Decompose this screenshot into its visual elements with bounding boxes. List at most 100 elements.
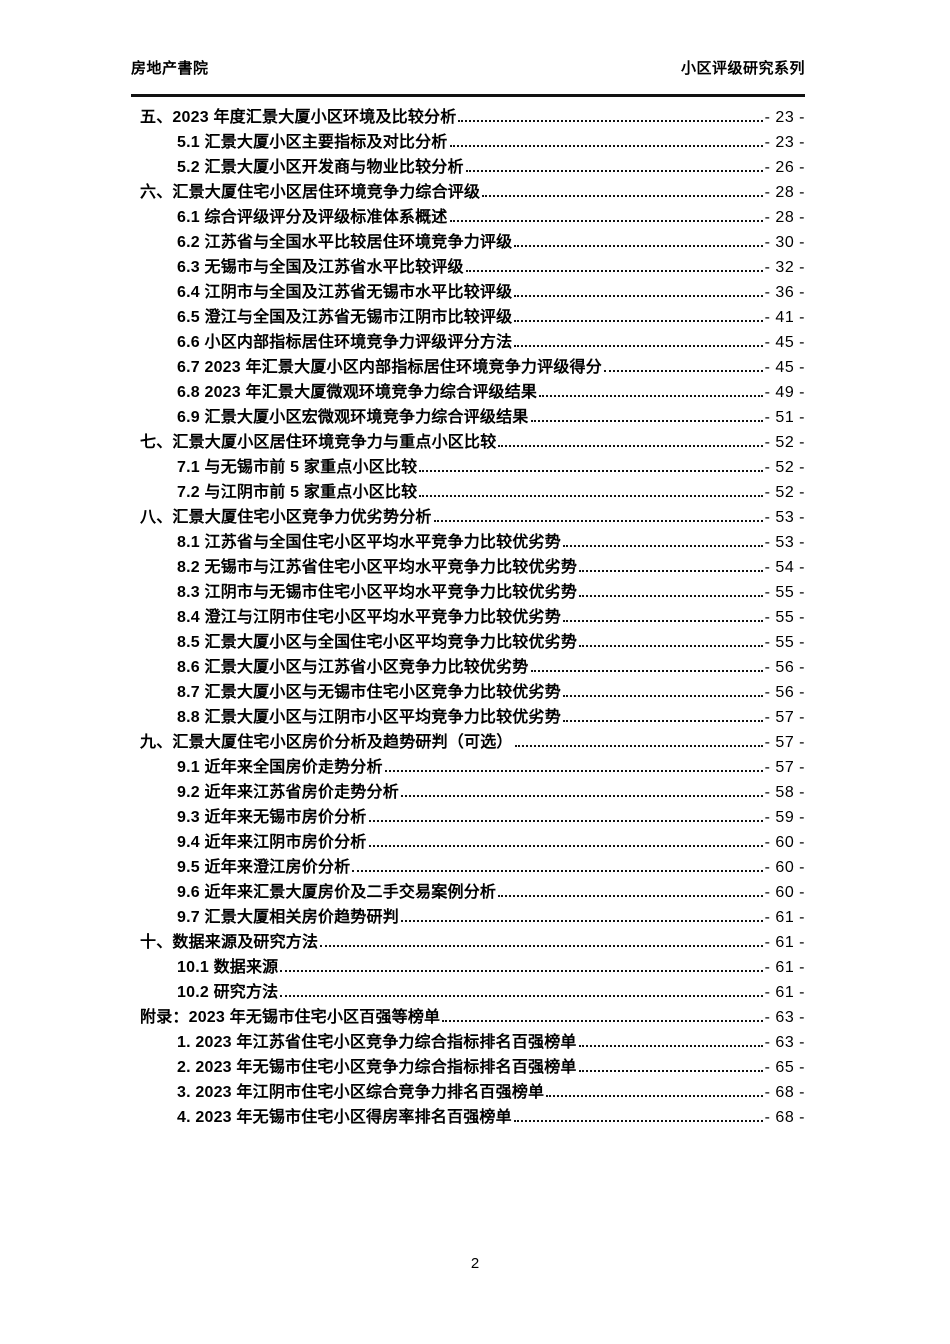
toc-entry[interactable]: 九、汇景大厦住宅小区房价分析及趋势研判（可选） - 57 - — [131, 730, 805, 755]
toc-entry[interactable]: 6.9 汇景大厦小区宏微观环境竞争力综合评级结果 - 51 - — [131, 405, 805, 430]
toc-entry[interactable]: 8.4 澄江与江阴市住宅小区平均水平竞争力比较优劣势 - 55 - — [131, 605, 805, 630]
toc-entry-title: 附录：2023 年无锡市住宅小区百强等榜单 — [140, 1009, 441, 1026]
toc-leader-dots — [368, 820, 763, 822]
toc-entry-page: - 45 - — [764, 334, 805, 351]
toc-entry[interactable]: 6.7 2023 年汇景大厦小区内部指标居住环境竞争力评级得分 - 45 - — [131, 355, 805, 380]
toc-entry-page: - 55 - — [764, 634, 805, 651]
toc-entry[interactable]: 8.3 江阴市与无锡市住宅小区平均水平竞争力比较优劣势 - 55 - — [131, 580, 805, 605]
toc-leader-dots — [433, 520, 763, 522]
toc-entry[interactable]: 五、2023 年度汇景大厦小区环境及比较分析 - 23 - — [131, 105, 805, 130]
toc-leader-dots — [530, 420, 763, 422]
toc-leader-dots — [546, 1095, 763, 1097]
toc-entry-page: - 36 - — [764, 284, 805, 301]
toc-entry-page: - 45 - — [764, 359, 805, 376]
toc-entry[interactable]: 5.2 汇景大厦小区开发商与物业比较分析 - 26 - — [131, 155, 805, 180]
toc-entry-page: - 68 - — [764, 1084, 805, 1101]
toc-leader-dots — [352, 870, 763, 872]
toc-leader-dots — [280, 995, 763, 997]
toc-entry-title: 8.3 江阴市与无锡市住宅小区平均水平竞争力比较优劣势 — [177, 584, 578, 601]
toc-entry-page: - 63 - — [764, 1034, 805, 1051]
toc-entry-title: 5.2 汇景大厦小区开发商与物业比较分析 — [177, 159, 464, 176]
toc-entry-page: - 61 - — [764, 934, 805, 951]
toc-entry[interactable]: 6.3 无锡市与全国及江苏省水平比较评级 - 32 - — [131, 255, 805, 280]
toc-entry-title: 9.6 近年来汇景大厦房价及二手交易案例分析 — [177, 884, 497, 901]
toc-entry[interactable]: 9.7 汇景大厦相关房价趋势研判 - 61 - — [131, 905, 805, 930]
header-rule — [131, 94, 805, 97]
toc-entry[interactable]: 8.2 无锡市与江苏省住宅小区平均水平竞争力比较优劣势 - 54 - — [131, 555, 805, 580]
toc-entry[interactable]: 5.1 汇景大厦小区主要指标及对比分析 - 23 - — [131, 130, 805, 155]
toc-entry-title: 五、2023 年度汇景大厦小区环境及比较分析 — [140, 109, 457, 126]
toc-leader-dots — [482, 195, 763, 197]
toc-leader-dots — [449, 145, 763, 147]
toc-entry[interactable]: 9.3 近年来无锡市房价分析 - 59 - — [131, 805, 805, 830]
toc-entry[interactable]: 6.8 2023 年汇景大厦微观环境竞争力综合评级结果 - 49 - — [131, 380, 805, 405]
toc-entry[interactable]: 2. 2023 年无锡市住宅小区竞争力综合指标排名百强榜单 - 65 - — [131, 1055, 805, 1080]
toc-entry-title: 3. 2023 年江阴市住宅小区综合竞争力排名百强榜单 — [177, 1084, 545, 1101]
toc-entry[interactable]: 8.6 汇景大厦小区与江苏省小区竞争力比较优劣势 - 56 - — [131, 655, 805, 680]
toc-entry[interactable]: 6.4 江阴市与全国及江苏省无锡市水平比较评级 - 36 - — [131, 280, 805, 305]
toc-entry-page: - 23 - — [764, 134, 805, 151]
toc-leader-dots — [562, 545, 763, 547]
toc-entry-page: - 61 - — [764, 984, 805, 1001]
toc-entry-page: - 26 - — [764, 159, 805, 176]
toc-entry-title: 6.6 小区内部指标居住环境竞争力评级评分方法 — [177, 334, 513, 351]
toc-entry-title: 6.9 汇景大厦小区宏微观环境竞争力综合评级结果 — [177, 409, 529, 426]
toc-entry[interactable]: 9.5 近年来澄江房价分析 - 60 - — [131, 855, 805, 880]
toc-entry[interactable]: 9.2 近年来江苏省房价走势分析 - 58 - — [131, 780, 805, 805]
toc-entry-page: - 52 - — [764, 434, 805, 451]
toc-entry[interactable]: 4. 2023 年无锡市住宅小区得房率排名百强榜单 - 68 - — [131, 1105, 805, 1130]
toc-leader-dots — [320, 945, 763, 947]
toc-entry[interactable]: 1. 2023 年江苏省住宅小区竞争力综合指标排名百强榜单 - 63 - — [131, 1030, 805, 1055]
toc-entry-title: 9.5 近年来澄江房价分析 — [177, 859, 351, 876]
toc-entry-page: - 60 - — [764, 859, 805, 876]
toc-leader-dots — [514, 745, 763, 747]
toc-entry-title: 9.1 近年来全国房价走势分析 — [177, 759, 383, 776]
toc-entry-page: - 56 - — [764, 684, 805, 701]
toc-entry-title: 9.4 近年来江阴市房价分析 — [177, 834, 367, 851]
toc-leader-dots — [384, 770, 763, 772]
toc-entry[interactable]: 7.1 与无锡市前 5 家重点小区比较 - 52 - — [131, 455, 805, 480]
toc-entry[interactable]: 6.5 澄江与全国及江苏省无锡市江阴市比较评级 - 41 - — [131, 305, 805, 330]
toc-entry-title: 七、汇景大厦小区居住环境竞争力与重点小区比较 — [140, 434, 497, 451]
toc-entry[interactable]: 七、汇景大厦小区居住环境竞争力与重点小区比较 - 52 - — [131, 430, 805, 455]
toc-entry-title: 6.7 2023 年汇景大厦小区内部指标居住环境竞争力评级得分 — [177, 359, 602, 376]
toc-entry[interactable]: 8.1 江苏省与全国住宅小区平均水平竞争力比较优劣势 - 53 - — [131, 530, 805, 555]
page-header: 房地产書院 小区评级研究系列 — [131, 57, 805, 85]
toc-entry-page: - 52 - — [764, 459, 805, 476]
toc-entry[interactable]: 8.8 汇景大厦小区与江阴市小区平均竞争力比较优劣势 - 57 - — [131, 705, 805, 730]
toc-entry-title: 6.2 江苏省与全国水平比较居住环境竞争力评级 — [177, 234, 513, 251]
toc-entry[interactable]: 9.1 近年来全国房价走势分析 - 57 - — [131, 755, 805, 780]
toc-leader-dots — [579, 595, 763, 597]
toc-entry[interactable]: 十、数据来源及研究方法 - 61 - — [131, 930, 805, 955]
toc-entry[interactable]: 六、汇景大厦住宅小区居住环境竞争力综合评级 - 28 - — [131, 180, 805, 205]
toc-leader-dots — [562, 620, 763, 622]
toc-entry-page: - 58 - — [764, 784, 805, 801]
toc-leader-dots — [419, 495, 763, 497]
toc-entry-title: 九、汇景大厦住宅小区房价分析及趋势研判（可选） — [140, 734, 513, 751]
toc-entry[interactable]: 6.6 小区内部指标居住环境竞争力评级评分方法 - 45 - — [131, 330, 805, 355]
toc-entry[interactable]: 10.1 数据来源 - 61 - — [131, 955, 805, 980]
toc-entry-title: 8.4 澄江与江阴市住宅小区平均水平竞争力比较优劣势 — [177, 609, 561, 626]
toc-leader-dots — [400, 920, 763, 922]
toc-entry-title: 8.5 汇景大厦小区与全国住宅小区平均竞争力比较优劣势 — [177, 634, 578, 651]
toc-leader-dots — [458, 120, 763, 122]
toc-entry[interactable]: 8.5 汇景大厦小区与全国住宅小区平均竞争力比较优劣势 - 55 - — [131, 630, 805, 655]
toc-entry[interactable]: 6.2 江苏省与全国水平比较居住环境竞争力评级 - 30 - — [131, 230, 805, 255]
toc-entry-title: 9.2 近年来江苏省房价走势分析 — [177, 784, 399, 801]
toc-entry[interactable]: 9.4 近年来江阴市房价分析 - 60 - — [131, 830, 805, 855]
toc-entry[interactable]: 6.1 综合评级评分及评级标准体系概述 - 28 - — [131, 205, 805, 230]
toc-entry[interactable]: 10.2 研究方法 - 61 - — [131, 980, 805, 1005]
toc-entry-title: 9.7 汇景大厦相关房价趋势研判 — [177, 909, 399, 926]
toc-entry[interactable]: 八、汇景大厦住宅小区竞争力优劣势分析 - 53 - — [131, 505, 805, 530]
toc-entry[interactable]: 3. 2023 年江阴市住宅小区综合竞争力排名百强榜单 - 68 - — [131, 1080, 805, 1105]
toc-leader-dots — [603, 370, 763, 372]
toc-entry[interactable]: 附录：2023 年无锡市住宅小区百强等榜单 - 63 - — [131, 1005, 805, 1030]
toc-entry[interactable]: 8.7 汇景大厦小区与无锡市住宅小区竞争力比较优劣势 - 56 - — [131, 680, 805, 705]
toc-entry-page: - 68 - — [764, 1109, 805, 1126]
table-of-contents: 五、2023 年度汇景大厦小区环境及比较分析 - 23 -5.1 汇景大厦小区主要… — [131, 105, 805, 1130]
toc-entry-page: - 28 - — [764, 184, 805, 201]
toc-entry-page: - 59 - — [764, 809, 805, 826]
toc-entry[interactable]: 9.6 近年来汇景大厦房价及二手交易案例分析 - 60 - — [131, 880, 805, 905]
toc-entry[interactable]: 7.2 与江阴市前 5 家重点小区比较 - 52 - — [131, 480, 805, 505]
